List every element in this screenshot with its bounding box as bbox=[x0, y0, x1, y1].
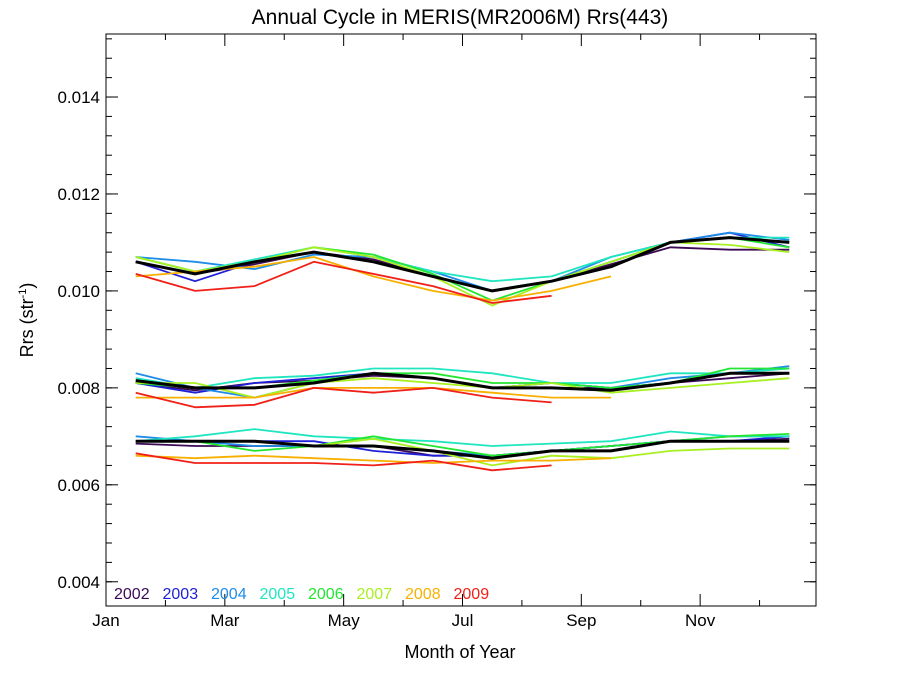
x-tick-label: May bbox=[328, 611, 361, 630]
axes-layer: 0.004 0.006 0.008 0.010 0.012 0.014 Jan Mar May J… bbox=[57, 34, 816, 630]
series-layer bbox=[135, 231, 790, 472]
y-tick-label: 0.014 bbox=[57, 88, 100, 107]
x-tick-label: Jan bbox=[92, 611, 119, 630]
series-line-2005-band-2 bbox=[135, 367, 790, 389]
legend-label-2007: 2007 bbox=[357, 586, 393, 603]
series-line-mean-band-2 bbox=[135, 371, 790, 392]
x-axis-title: Month of Year bbox=[404, 642, 515, 662]
series-line-mean-band-3 bbox=[135, 439, 790, 460]
legend-label-2002: 2002 bbox=[114, 586, 150, 603]
y-axis-title-end: ) bbox=[17, 283, 37, 289]
series-line-2008-band-3 bbox=[135, 454, 612, 464]
plot-frame bbox=[105, 33, 817, 607]
x-tick-label: Mar bbox=[210, 611, 240, 630]
y-axis-title-superscript: -1 bbox=[17, 289, 29, 299]
series-line-mean-band-1 bbox=[135, 236, 790, 293]
y-tick-label: 0.008 bbox=[57, 379, 100, 398]
series-line-2009-band-1 bbox=[135, 260, 552, 304]
x-tick-label: Nov bbox=[685, 611, 716, 630]
legend: 2002 2003 2004 2005 2006 2007 2008 2009 bbox=[114, 586, 489, 603]
legend-label-2009: 2009 bbox=[454, 586, 490, 603]
series-line-2009-band-2 bbox=[135, 386, 552, 409]
series-line-2005-band-3 bbox=[135, 428, 790, 447]
y-tick-label: 0.012 bbox=[57, 185, 100, 204]
y-axis-title: Rrs (str-1) bbox=[17, 283, 37, 358]
legend-label-2005: 2005 bbox=[260, 586, 296, 603]
y-tick-label: 0.006 bbox=[57, 476, 100, 495]
series-line-2009-band-3 bbox=[135, 452, 552, 472]
legend-label-2006: 2006 bbox=[308, 586, 344, 603]
x-tick-label: Jul bbox=[452, 611, 474, 630]
y-tick-label: 0.010 bbox=[57, 282, 100, 301]
chart-title: Annual Cycle in MERIS(MR2006M) Rrs(443) bbox=[252, 6, 669, 29]
series-line-2007-band-2 bbox=[135, 377, 790, 399]
y-tick-label: 0.004 bbox=[57, 573, 100, 592]
x-tick-label: Sep bbox=[566, 611, 596, 630]
y-axis-title-main: Rrs (str bbox=[17, 298, 37, 357]
legend-label-2003: 2003 bbox=[163, 586, 199, 603]
legend-label-2004: 2004 bbox=[211, 586, 247, 603]
legend-label-2008: 2008 bbox=[405, 586, 441, 603]
series-line-2008-band-2 bbox=[135, 386, 611, 399]
